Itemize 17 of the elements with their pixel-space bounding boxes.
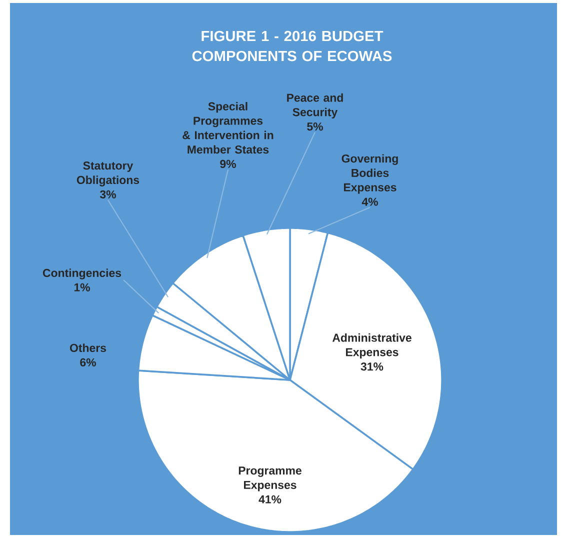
slice-label: Statutory Obligations bbox=[76, 162, 140, 186]
data-label: 1% bbox=[74, 283, 90, 292]
slice-label: Others bbox=[70, 344, 106, 352]
data-label: 4% bbox=[362, 198, 378, 206]
data-label: 41% bbox=[258, 495, 282, 504]
slice-label: Governing Bodies Expenses bbox=[342, 154, 398, 194]
data-label: 9% bbox=[220, 160, 236, 168]
slice-label: Contingencies bbox=[42, 268, 122, 280]
slice-label: Special Programmes & Intervention in Member States bbox=[182, 102, 274, 154]
data-label: 6% bbox=[80, 358, 96, 366]
slice-label: Programme Expenses bbox=[238, 466, 302, 492]
data-label: 3% bbox=[100, 190, 116, 198]
slice-label: Peace and Security bbox=[287, 93, 343, 118]
data-label: 31% bbox=[360, 362, 384, 371]
slice-label: Administrative Expenses bbox=[332, 333, 412, 358]
chart-title: FIGURE 1 - 2016 BUDGET COMPONENTS OF ECOWAS bbox=[192, 30, 392, 62]
data-label: 5% bbox=[307, 122, 323, 131]
